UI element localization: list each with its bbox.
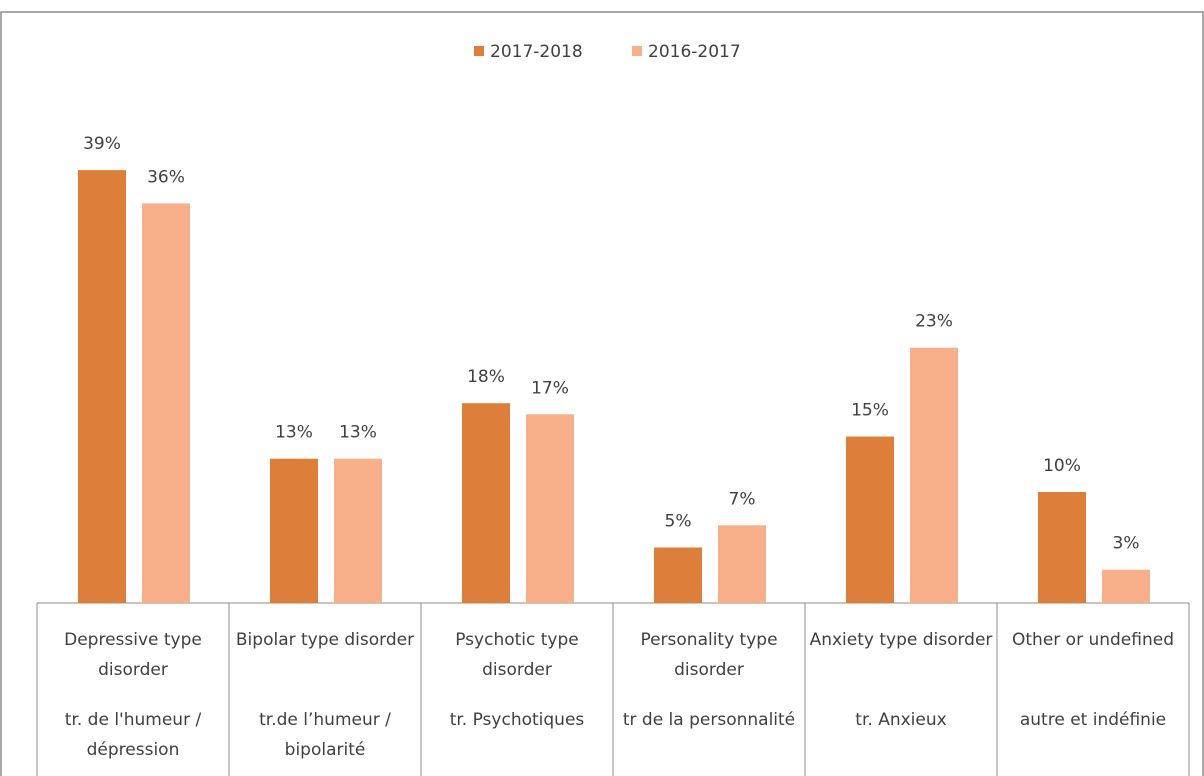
legend-label: 2017-2018 — [490, 42, 583, 62]
bar — [142, 203, 190, 603]
value-label: 3% — [1113, 534, 1140, 554]
category-label: Depressive type disorder — [64, 630, 202, 680]
bar — [270, 458, 318, 603]
bar — [910, 347, 958, 603]
bar — [526, 414, 574, 603]
category-label: Anxiety type disorder — [809, 630, 993, 650]
bar — [334, 458, 382, 603]
value-label: 36% — [147, 167, 185, 187]
chart-border — [0, 11, 1204, 776]
value-label: 39% — [83, 134, 121, 154]
category-label: Other or undefined — [1012, 630, 1174, 650]
bar — [1038, 492, 1086, 603]
value-label: 17% — [531, 378, 569, 398]
category-label: Bipolar type disorder — [235, 630, 415, 650]
value-label: 13% — [275, 423, 313, 443]
category-label: Personality type disorder — [640, 630, 778, 680]
bar — [78, 170, 126, 603]
legend-label: 2016-2017 — [648, 42, 741, 62]
legend-swatch — [474, 46, 484, 56]
category-translation: tr. Anxieux — [855, 710, 947, 730]
category-translation: tr.de l’humeur / bipolarité — [259, 710, 391, 760]
category-label: Psychotic type disorder — [455, 630, 579, 680]
bar — [462, 403, 510, 603]
bar — [718, 525, 766, 603]
value-label: 7% — [729, 489, 756, 509]
value-label: 13% — [339, 423, 377, 443]
bar — [1102, 569, 1150, 603]
value-label: 15% — [851, 401, 889, 421]
category-translation: tr. de l'humeur / dépression — [64, 710, 202, 760]
bar — [846, 436, 894, 603]
category-translation: tr de la personnalité — [622, 710, 796, 730]
value-label: 10% — [1043, 456, 1081, 476]
value-label: 18% — [467, 367, 505, 387]
bar — [654, 547, 702, 603]
value-label: 23% — [915, 312, 953, 332]
value-label: 5% — [665, 512, 692, 532]
legend-swatch — [632, 46, 642, 56]
category-translation: tr. Psychotiques — [449, 710, 585, 730]
category-translation: autre et indéfinie — [1019, 710, 1167, 730]
